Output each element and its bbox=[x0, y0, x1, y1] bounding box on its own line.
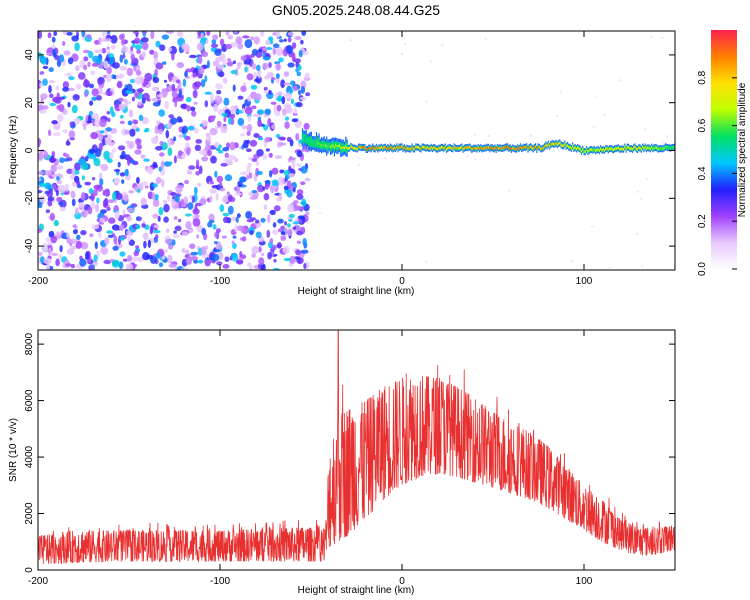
snr-xtick-label: -100 bbox=[210, 576, 230, 587]
spectrogram-xtick-label: 100 bbox=[576, 276, 593, 287]
colorbar-ticks: 0.0 0.2 0.4 0.6 0.8 bbox=[697, 70, 737, 276]
snr-frame bbox=[37, 329, 676, 571]
spectrogram-xtick-label: -100 bbox=[210, 276, 230, 287]
spectrogram-xlabel: Height of straight line (km) bbox=[298, 286, 415, 297]
snr-ytick-label: 8000 bbox=[24, 333, 35, 356]
colorbar-gradient bbox=[711, 30, 737, 269]
snr-xtick-label: -200 bbox=[28, 576, 48, 587]
snr-ytick-label: 0 bbox=[24, 567, 35, 573]
snr-xtick-label: 100 bbox=[576, 576, 593, 587]
noise-blobs bbox=[38, 31, 669, 270]
colorbar-label: Normalized spectral amplitude bbox=[737, 82, 748, 217]
spectrogram-ytick-label: 40 bbox=[24, 49, 35, 61]
colorbar-tick-label: 0.2 bbox=[697, 214, 708, 228]
snr-ytick-label: 6000 bbox=[24, 389, 35, 412]
spectrogram-ytick-label: -20 bbox=[24, 191, 35, 206]
spectral-ridge bbox=[301, 128, 675, 157]
snr-ylabel: SNR (10 * v/v) bbox=[8, 418, 19, 482]
spectrogram-image bbox=[38, 31, 675, 270]
snr-ytick-label: 2000 bbox=[24, 502, 35, 525]
spectrogram-ytick-label: -40 bbox=[24, 238, 35, 253]
spectrogram-xtick-label: -200 bbox=[28, 276, 48, 287]
snr-xtick-label: 0 bbox=[399, 576, 405, 587]
spectrogram-ytick-label: 20 bbox=[24, 97, 35, 109]
colorbar: 0.0 0.2 0.4 0.6 0.8 Normalized spectral ampl… bbox=[697, 30, 748, 276]
colorbar-tick-label: 0.6 bbox=[697, 118, 708, 132]
colorbar-tick-label: 0.8 bbox=[697, 70, 708, 84]
spectrogram-ytick-label: 0 bbox=[24, 147, 35, 153]
spectrogram-xtick-label: 0 bbox=[399, 276, 405, 287]
colorbar-tick-label: 0.4 bbox=[697, 166, 708, 180]
colorbar-tick-label: 0.0 bbox=[697, 262, 708, 276]
snr-xlabel: Height of straight line (km) bbox=[298, 585, 415, 596]
spectrogram-ylabel: Frequency (Hz) bbox=[8, 116, 19, 185]
snr-ytick-label: 4000 bbox=[24, 445, 35, 468]
snr-series-line bbox=[38, 330, 675, 565]
figure-title: GN05.2025.248.08.44.G25 bbox=[272, 2, 440, 18]
